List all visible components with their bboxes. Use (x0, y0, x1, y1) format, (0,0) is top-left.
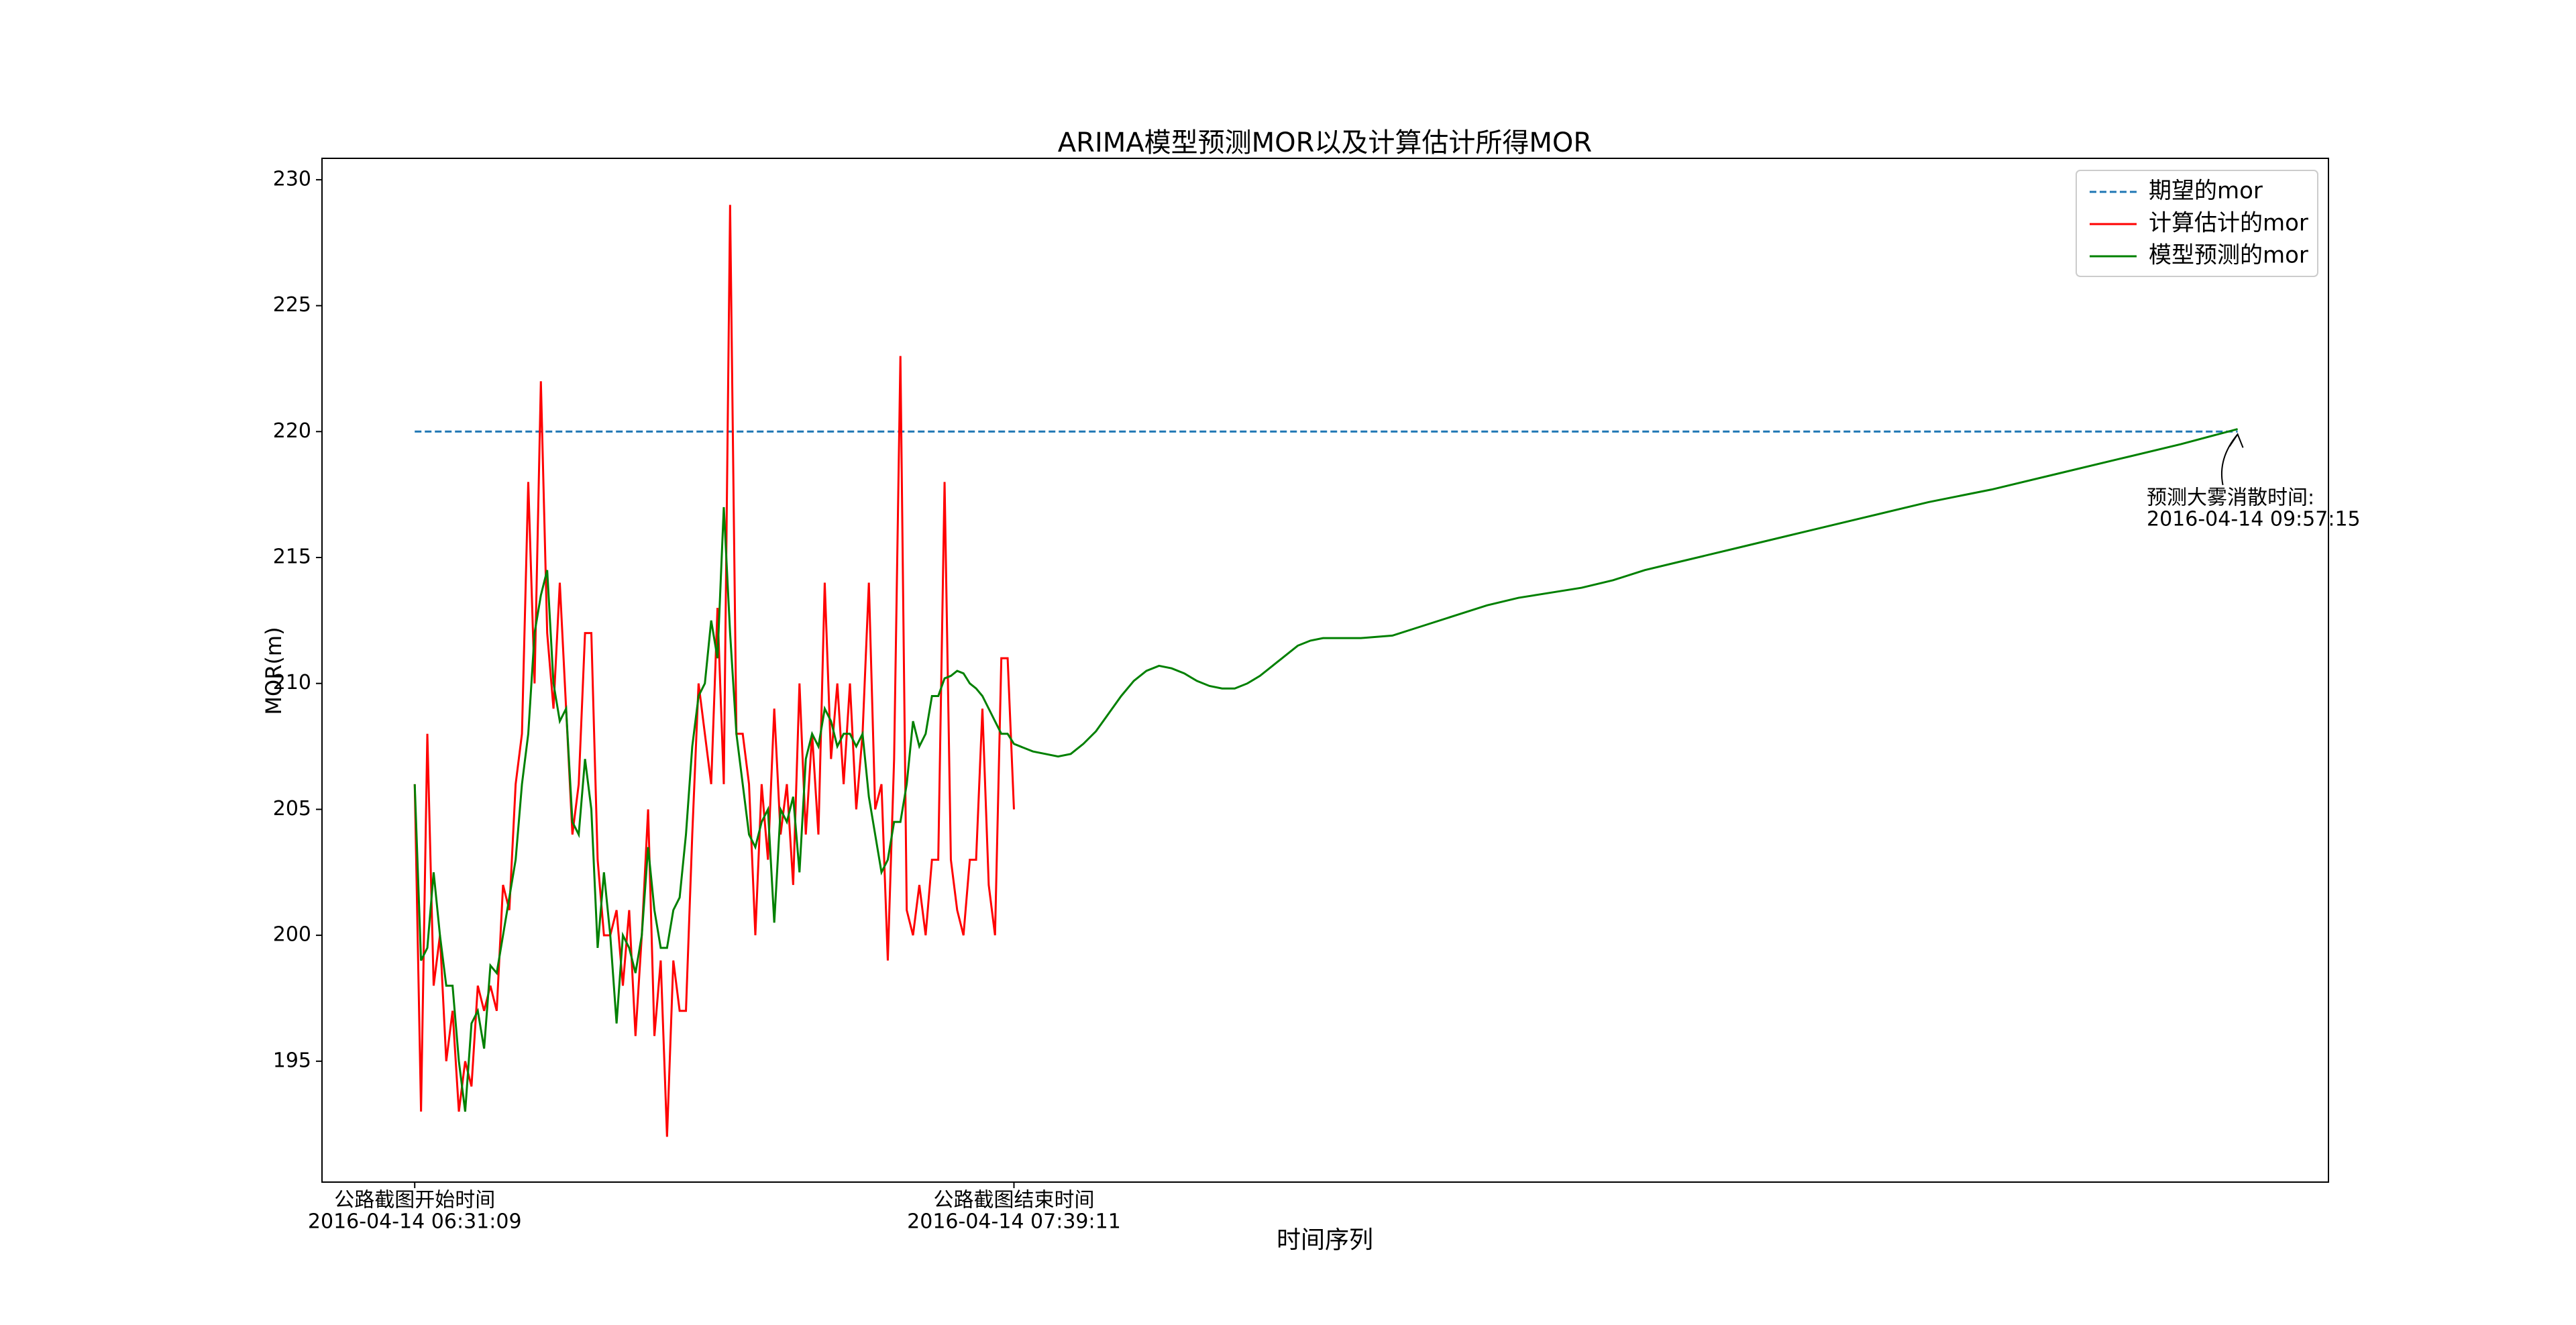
y-tick-label: 210 (273, 671, 311, 694)
y-tick-label: 230 (273, 167, 311, 191)
y-tick-label: 200 (273, 923, 311, 947)
data-line (413, 205, 1015, 1137)
annotation-arrowhead (2229, 433, 2244, 448)
x-tick-label: 公路截图开始时间 (334, 1189, 495, 1212)
y-tick-label: 195 (273, 1049, 311, 1072)
y-tick-label: 205 (273, 797, 311, 820)
y-axis-label: MOR(m) (261, 627, 286, 714)
annotation-text: 预测大雾消散时间: (2147, 486, 2314, 510)
y-tick-label: 225 (273, 293, 311, 317)
annotation-text: 2016-04-14 09:57:15 (2147, 508, 2361, 531)
legend-label: 模型预测的mor (2149, 242, 2308, 269)
plot-frame (321, 158, 2329, 1183)
legend-label: 期望的mor (2149, 178, 2263, 205)
x-axis-label: 时间序列 (1277, 1226, 1373, 1254)
x-tick-label: 2016-04-14 06:31:09 (308, 1210, 522, 1234)
annotation-arrow (2220, 433, 2239, 486)
legend-box (2076, 170, 2318, 277)
legend-label: 计算估计的mor (2149, 210, 2308, 237)
y-tick-label: 220 (273, 419, 311, 443)
x-tick-label: 2016-04-14 07:39:11 (907, 1210, 1121, 1234)
data-line (413, 428, 2238, 1112)
y-tick-label: 215 (273, 545, 311, 569)
chart-title: ARIMA模型预测MOR以及计算估计所得MOR (1058, 127, 1592, 158)
x-tick-label: 公路截图结束时间 (933, 1189, 1094, 1212)
